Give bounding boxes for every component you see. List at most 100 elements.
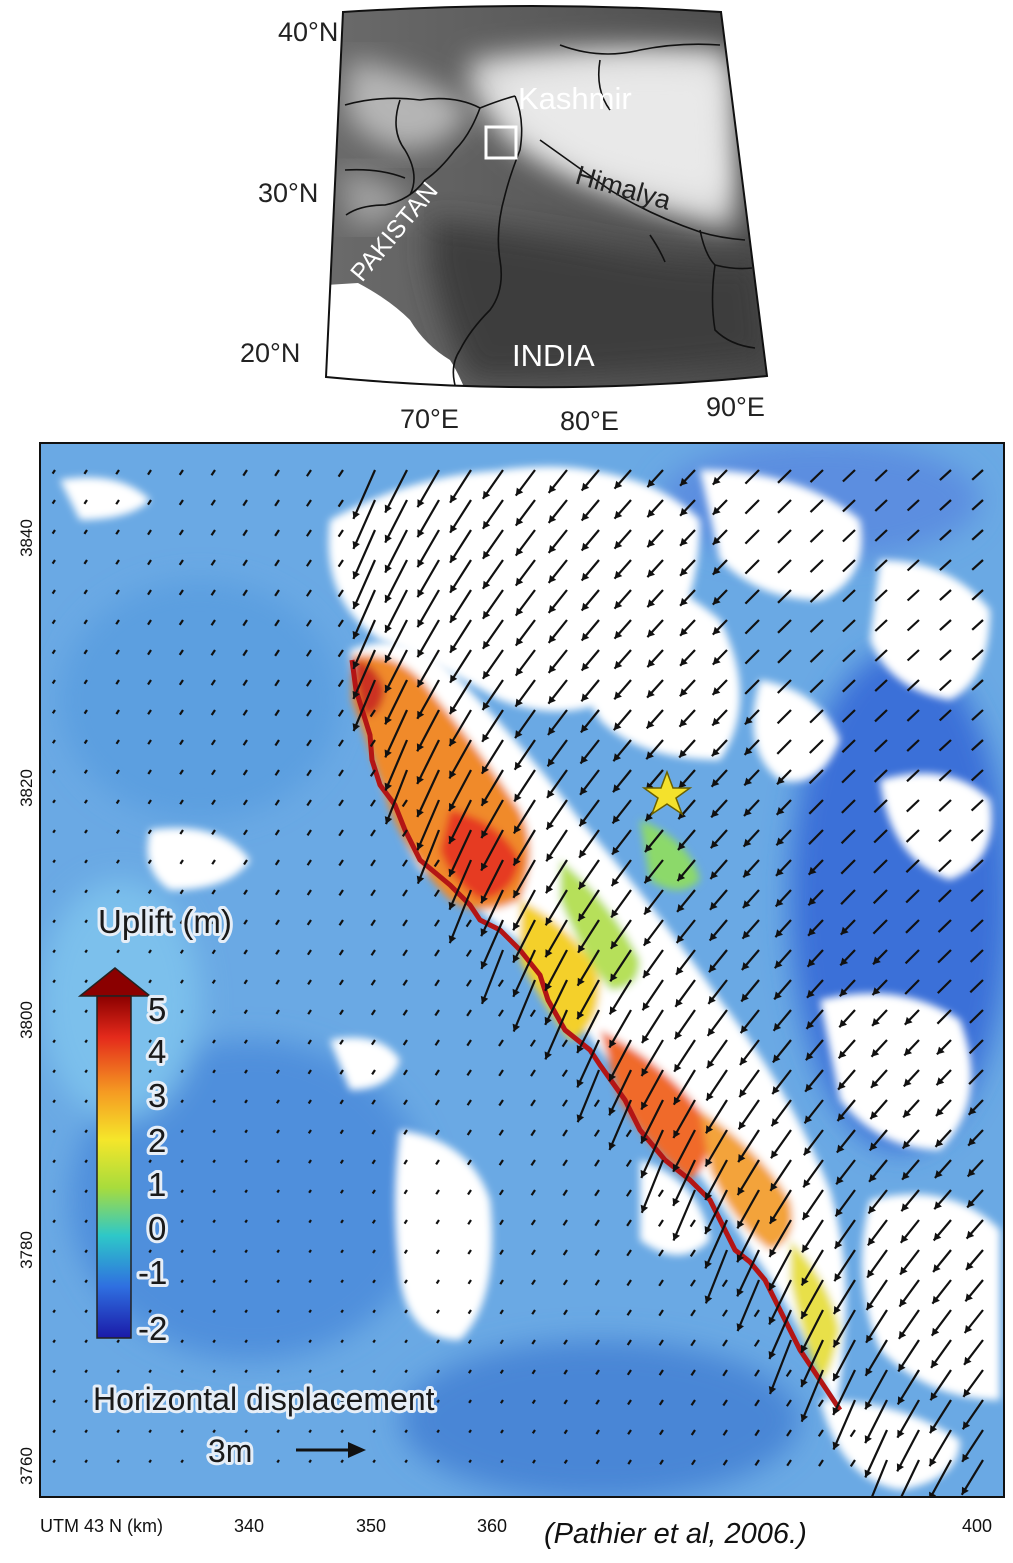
vector-arrowhead-icon [840, 957, 849, 966]
displacement-vector [435, 1219, 440, 1225]
displacement-vector [722, 1399, 728, 1407]
displacement-vector [116, 1459, 120, 1464]
vector-arrowhead-icon [448, 901, 456, 910]
vector-arrowhead-icon [614, 510, 623, 519]
displacement-vector [115, 649, 120, 655]
citation: (Pathier et al, 2006.) [544, 1518, 807, 1550]
vector-arrowhead-icon [769, 1282, 777, 1291]
displacement-vector [179, 919, 184, 925]
displacement-vector [722, 1459, 728, 1466]
displacement-vector [904, 949, 920, 965]
vector-arrowhead-icon [450, 494, 458, 503]
displacement-vector [306, 889, 312, 896]
displacement-vector [704, 1219, 729, 1269]
displacement-vector [308, 1189, 312, 1194]
displacement-vector [307, 1039, 312, 1045]
vector-arrowhead-icon [677, 904, 685, 912]
displacement-vector [210, 499, 216, 506]
displacement-vector [244, 1159, 248, 1164]
vector-arrowhead-icon [705, 1192, 713, 1200]
vector-arrowhead-icon [352, 600, 360, 609]
displacement-vector [690, 1459, 696, 1466]
displacement-vector [512, 949, 536, 998]
vector-arrowhead-icon [867, 1269, 875, 1278]
vector-arrowhead-icon [678, 842, 686, 850]
vector-arrowhead-icon [967, 1168, 976, 1177]
displacement-vector [809, 679, 824, 694]
displacement-vector [306, 919, 312, 926]
vector-arrowhead-icon [646, 751, 654, 760]
vector-arrowhead-icon [512, 1023, 520, 1032]
vector-arrowhead-icon [352, 723, 360, 732]
vector-arrowhead-icon [769, 1215, 777, 1224]
displacement-vector [115, 769, 120, 775]
displacement-vector [148, 1309, 152, 1314]
vector-arrowhead-icon [807, 958, 816, 967]
vector-arrowhead-icon [513, 857, 521, 866]
displacement-vector [435, 1279, 440, 1285]
displacement-vector [874, 559, 888, 572]
vector-arrowhead-icon [613, 784, 621, 793]
displacement-vector [147, 859, 152, 865]
displacement-vector [339, 1069, 344, 1075]
vector-arrowhead-icon [868, 1205, 876, 1214]
colorbar-label-4: 4 [148, 1033, 166, 1070]
vector-arrowhead-icon [896, 1463, 904, 1472]
colorbar-label-5: 5 [148, 991, 166, 1028]
displacement-vector [305, 559, 312, 567]
colorbar-label-1: 1 [148, 1166, 166, 1203]
vector-arrowhead-icon [933, 1264, 941, 1272]
displacement-vector [274, 799, 280, 806]
displacement-vector [690, 1399, 696, 1406]
displacement-vector [384, 769, 409, 825]
displacement-vector [338, 919, 344, 926]
displacement-vector [274, 709, 280, 717]
displacement-vector [480, 799, 504, 839]
displacement-vector [466, 1159, 472, 1166]
vector-arrowhead-icon [384, 782, 392, 791]
vector-arrowhead-icon [712, 536, 721, 545]
colorbar-title: Uplift (m) [98, 903, 232, 940]
displacement-vector [416, 769, 440, 818]
displacement-vector [939, 499, 952, 511]
displacement-vector [340, 1219, 344, 1224]
displacement-vector [339, 1039, 344, 1045]
vector-arrowhead-icon [640, 1204, 649, 1213]
y-tick-3760: 3760 [17, 1447, 36, 1485]
vector-arrowhead-icon [704, 1226, 712, 1234]
displacement-vector [178, 649, 184, 656]
displacement-vector [969, 979, 984, 994]
displacement-vector [180, 1129, 184, 1134]
displacement-vector [777, 619, 792, 634]
displacement-vector [212, 1039, 216, 1044]
displacement-vector [416, 619, 440, 658]
vector-arrowhead-icon [739, 1089, 747, 1098]
vector-arrowhead-icon [417, 679, 425, 688]
displacement-vector [371, 1069, 376, 1076]
vector-arrowhead-icon [641, 1101, 649, 1110]
displacement-vector [83, 499, 88, 505]
displacement-vector [384, 589, 408, 634]
displacement-vector [308, 1429, 312, 1434]
vector-arrowhead-icon [776, 837, 785, 846]
vector-arrowhead-icon [707, 1027, 716, 1036]
vector-arrowhead-icon [450, 584, 458, 593]
displacement-vector [276, 1459, 280, 1464]
displacement-vector [148, 1039, 152, 1044]
vector-arrowhead-icon [515, 667, 524, 676]
vector-arrowhead-icon [481, 862, 489, 871]
vector-arrowhead-icon [480, 995, 489, 1004]
displacement-vector [971, 499, 984, 511]
displacement-vector [210, 649, 216, 656]
displacement-vector [499, 1369, 504, 1375]
displacement-vector [210, 469, 216, 476]
displacement-vector [148, 1189, 152, 1194]
displacement-vector [466, 1099, 472, 1106]
displacement-vector [243, 889, 248, 896]
displacement-vector [595, 1459, 600, 1465]
displacement-vector [337, 469, 344, 478]
displacement-vector [672, 1189, 697, 1242]
displacement-vector [939, 619, 952, 631]
vector-arrowhead-icon [417, 589, 425, 598]
displacement-vector [308, 1339, 312, 1344]
